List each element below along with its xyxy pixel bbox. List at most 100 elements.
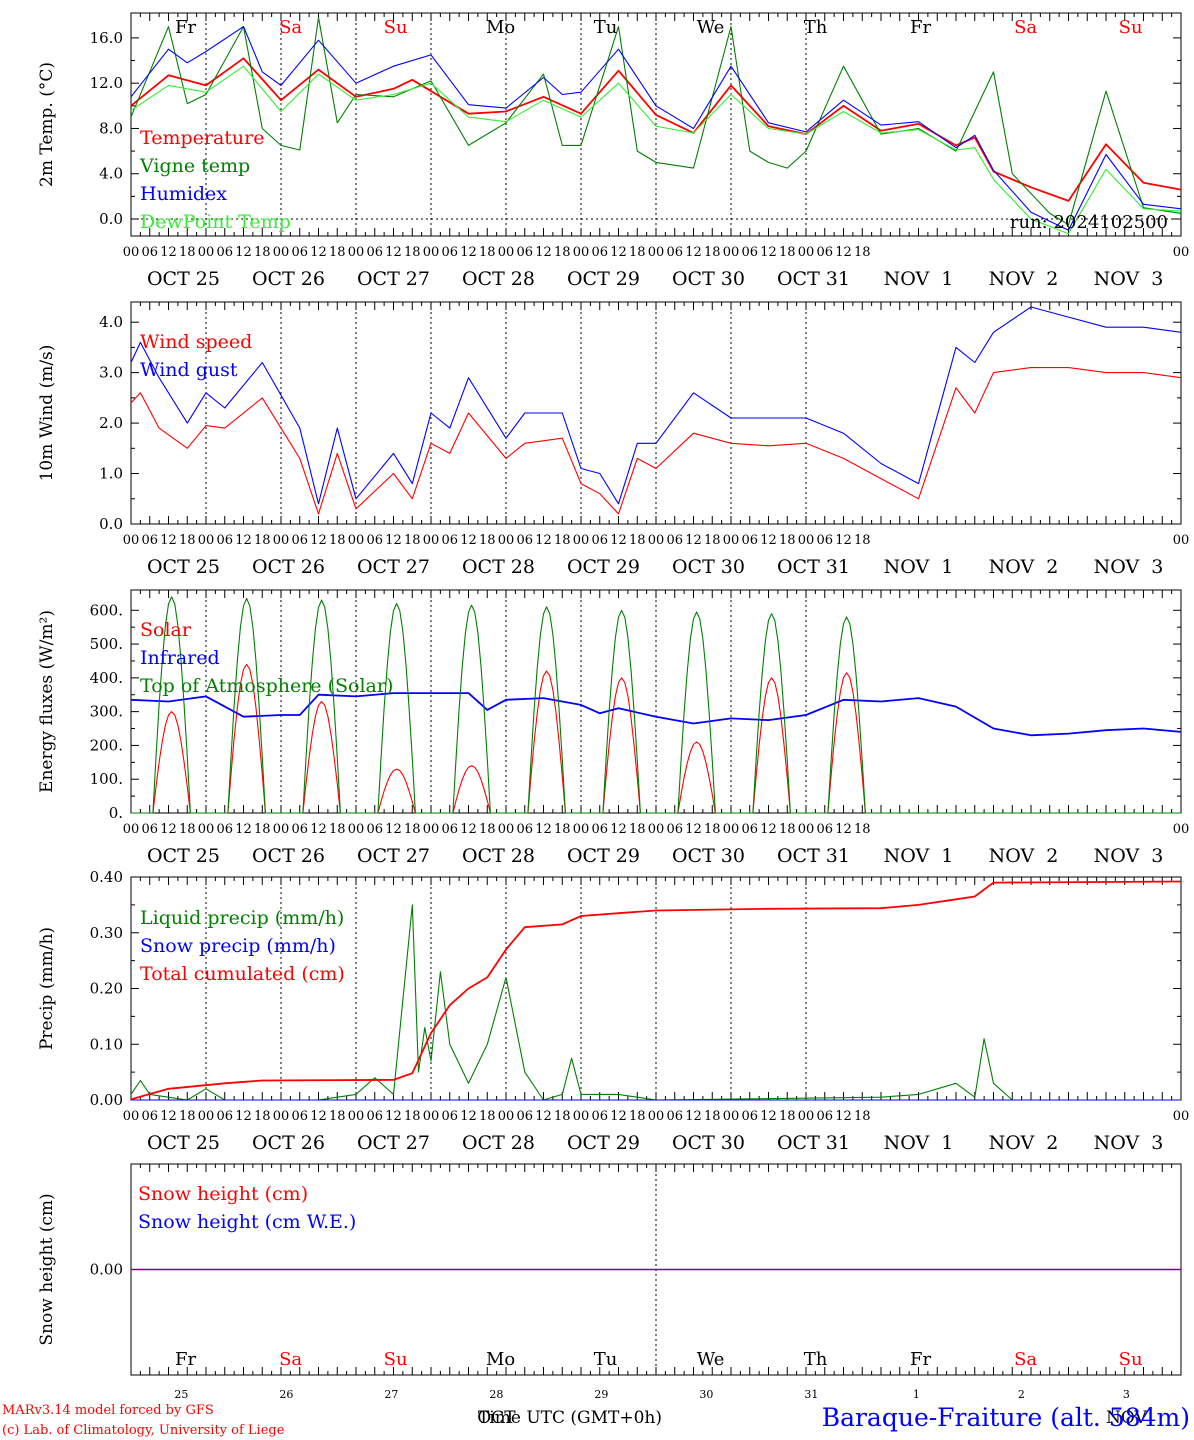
y-tick-label: 0.20 (90, 980, 123, 998)
hour-tick-label: 18 (704, 245, 721, 260)
hour-tick-label: 06 (666, 822, 683, 837)
credit-line-2: (c) Lab. of Climatology, University of L… (2, 1423, 285, 1438)
hour-tick-label: 00 (798, 533, 815, 548)
hour-tick-label: 18 (854, 1109, 871, 1124)
month-label: NOV (1106, 1408, 1148, 1428)
hour-tick-label: 00 (423, 533, 440, 548)
run-annotation: run: 2024102500 (1010, 212, 1168, 233)
legend-entry: Snow height (cm) (138, 1183, 308, 1205)
hour-tick-label: 12 (835, 533, 852, 548)
hour-tick-label: 00 (348, 533, 365, 548)
hour-tick-label: 12 (610, 245, 627, 260)
day-number-label: 31 (804, 1388, 818, 1401)
hour-tick-label: 00 (723, 1109, 740, 1124)
y-tick-label: 0.00 (90, 1091, 123, 1109)
panel-1: 0.0 4.0 8.0 12.0 16.0 2m Temp. (°C) Temperatur… (37, 12, 1190, 290)
hour-tick-label: 00 (198, 1109, 215, 1124)
hour-tick-label: 06 (816, 533, 833, 548)
hour-tick-label: 00 (123, 533, 140, 548)
date-label: OCT 26 (252, 556, 325, 578)
series-line-top-of-atmosphere-solar (131, 596, 1181, 814)
y-tick-label: 300. (90, 703, 123, 721)
hour-tick-label: 12 (835, 1109, 852, 1124)
hour-tick-label: 12 (160, 1109, 177, 1124)
weekday-label: Su (1119, 1349, 1143, 1370)
date-label: OCT 29 (567, 556, 640, 578)
hour-tick-label: 18 (629, 245, 646, 260)
legend-entry: Vigne temp (139, 155, 250, 177)
hour-tick-label: 12 (535, 533, 552, 548)
hour-tick-label: 00 (1173, 245, 1190, 260)
hour-tick-label: 12 (235, 822, 252, 837)
legend-entry: Snow height (cm W.E.) (138, 1211, 356, 1233)
hour-tick-label: 06 (591, 533, 608, 548)
hour-tick-label: 12 (385, 245, 402, 260)
legend-entry: Top of Atmosphere (Solar) (140, 675, 393, 697)
hour-tick-label: 00 (723, 533, 740, 548)
hour-tick-label: 00 (1173, 533, 1190, 548)
date-label: OCT 26 (252, 1132, 325, 1154)
date-label: OCT 31 (777, 845, 850, 867)
legend-entry: Wind speed (140, 331, 252, 353)
weekday-label: Th (804, 1349, 828, 1370)
hour-tick-label: 18 (254, 533, 271, 548)
date-label: OCT 25 (147, 1132, 220, 1154)
panel-4: 0.00 0.10 0.20 0.30 0.40 Precip (mm/h) Liquid … (37, 868, 1189, 1154)
y-tick-label: 12.0 (90, 74, 123, 92)
hour-tick-label: 12 (535, 245, 552, 260)
hour-tick-label: 00 (498, 245, 515, 260)
legend-entry: Wind gust (140, 359, 238, 381)
day-number-label: 2 (1018, 1388, 1025, 1401)
hour-tick-label: 18 (254, 245, 271, 260)
hour-tick-label: 12 (610, 822, 627, 837)
y-axis-label: 2m Temp. (°C) (37, 62, 57, 187)
panel-3: 0. 100. 200. 300. 400. 500. 600. Energy fluxes … (37, 589, 1189, 867)
legend-entry: Liquid precip (mm/h) (140, 907, 344, 929)
date-label: NOV 1 (884, 845, 954, 867)
date-label: OCT 30 (672, 845, 745, 867)
hour-tick-label: 18 (854, 822, 871, 837)
day-number-label: 28 (489, 1388, 503, 1401)
hour-tick-label: 06 (741, 533, 758, 548)
date-label: OCT 28 (462, 845, 535, 867)
hour-tick-label: 00 (723, 245, 740, 260)
y-tick-label: 200. (90, 736, 123, 754)
day-number-label: 25 (174, 1388, 188, 1401)
hour-tick-label: 06 (141, 1109, 158, 1124)
weekday-label: Su (1119, 17, 1143, 38)
hour-tick-label: 18 (254, 822, 271, 837)
hour-tick-label: 18 (329, 533, 346, 548)
hour-tick-label: 06 (141, 533, 158, 548)
hour-tick-label: 18 (479, 1109, 496, 1124)
hour-tick-label: 06 (291, 245, 308, 260)
y-axis-label: Snow height (cm) (37, 1193, 57, 1345)
hour-tick-label: 18 (179, 822, 196, 837)
hour-tick-label: 06 (741, 1109, 758, 1124)
date-label: OCT 27 (357, 268, 430, 290)
hour-tick-label: 12 (760, 245, 777, 260)
hour-tick-label: 12 (160, 533, 177, 548)
y-axis-label: 10m Wind (m/s) (37, 345, 57, 482)
hour-tick-label: 18 (479, 822, 496, 837)
hour-tick-label: 00 (648, 822, 665, 837)
hour-tick-label: 12 (760, 822, 777, 837)
hour-tick-label: 18 (329, 822, 346, 837)
date-label: OCT 29 (567, 845, 640, 867)
hour-tick-label: 18 (704, 822, 721, 837)
date-label: NOV 1 (884, 556, 954, 578)
hour-tick-label: 12 (310, 1109, 327, 1124)
legend-entry: Humidex (140, 183, 227, 205)
hour-tick-label: 12 (835, 822, 852, 837)
panel-2: 0.0 1.0 2.0 3.0 4.0 10m Wind (m/s) Wind speed W… (37, 301, 1190, 578)
hour-tick-label: 06 (216, 533, 233, 548)
hour-tick-label: 06 (591, 822, 608, 837)
hour-tick-label: 18 (404, 1109, 421, 1124)
date-label: OCT 27 (357, 845, 430, 867)
weekday-label: Th (804, 17, 828, 38)
weekday-label: Fr (910, 17, 931, 38)
hour-tick-label: 06 (516, 533, 533, 548)
x-axis-label: Time UTC (GMT+0h) (478, 1408, 662, 1428)
hour-tick-label: 06 (591, 1109, 608, 1124)
hour-tick-label: 12 (235, 245, 252, 260)
hour-tick-label: 12 (460, 533, 477, 548)
